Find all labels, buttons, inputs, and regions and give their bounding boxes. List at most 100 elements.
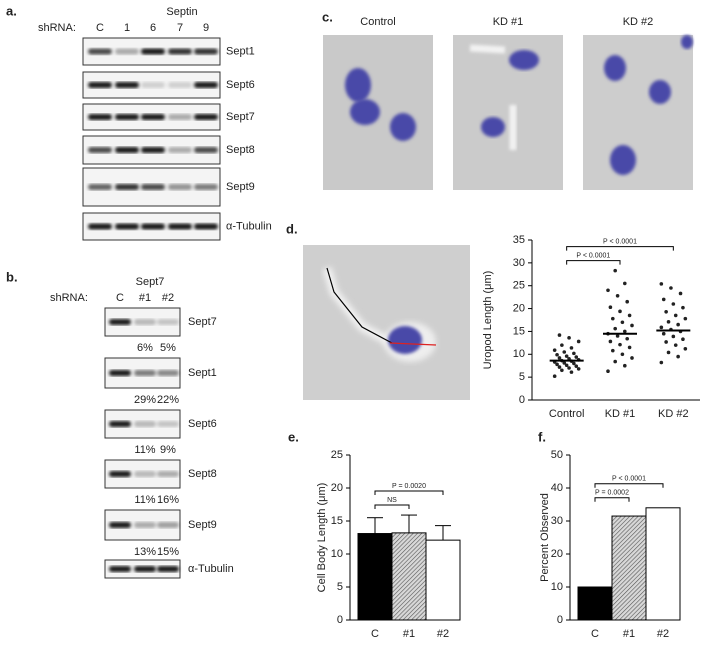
- point: [613, 326, 617, 331]
- band: [115, 114, 139, 120]
- point: [567, 336, 571, 340]
- band: [141, 114, 165, 120]
- x-tick-label: #1: [623, 628, 635, 640]
- y-axis-label: Cell Body Length (μm): [316, 483, 328, 593]
- x-tick-label: C: [371, 628, 379, 640]
- x-tick-label: KD #1: [605, 408, 636, 420]
- knockdown-label: 11%: [134, 494, 155, 506]
- point: [659, 360, 664, 365]
- band: [157, 471, 179, 477]
- point: [683, 316, 688, 321]
- point: [620, 320, 625, 325]
- band: [115, 184, 139, 190]
- panel-label: a.: [6, 3, 17, 18]
- band: [109, 421, 131, 427]
- y-tick-label: 10: [513, 348, 525, 360]
- band: [115, 223, 139, 230]
- point: [618, 342, 622, 347]
- band: [168, 223, 192, 230]
- micrograph: [453, 35, 563, 190]
- y-tick-label: 30: [513, 257, 525, 269]
- bracket: [374, 490, 444, 496]
- point: [611, 348, 615, 353]
- point: [673, 313, 678, 318]
- measure-line: [389, 342, 437, 346]
- band: [88, 147, 112, 153]
- blot-label: α-Tubulin: [188, 563, 234, 575]
- point: [562, 350, 567, 354]
- blot-label: α-Tubulin: [226, 220, 272, 232]
- bar: [577, 586, 613, 621]
- y-tick-label: 40: [551, 482, 563, 494]
- band: [115, 48, 139, 55]
- point: [552, 374, 557, 379]
- band: [141, 223, 165, 230]
- point: [572, 361, 576, 366]
- shrna-label: shRNA:: [50, 292, 88, 304]
- point: [625, 299, 629, 304]
- annotation: NS: [387, 497, 397, 504]
- point: [569, 346, 574, 350]
- band: [168, 48, 192, 55]
- measure-line: [326, 267, 393, 344]
- y-tick-label: 15: [331, 515, 343, 527]
- point: [620, 352, 625, 357]
- point: [613, 268, 617, 273]
- y-tick-label: 25: [513, 280, 525, 292]
- x-tick-label: #2: [657, 628, 669, 640]
- band: [141, 82, 165, 88]
- y-tick-label: 20: [513, 302, 525, 314]
- bar: [391, 532, 427, 621]
- annotation: P = 0.0002: [595, 490, 629, 497]
- blot-label: Sept8: [226, 144, 255, 156]
- bracket: [594, 497, 630, 502]
- band: [134, 421, 156, 427]
- band: [88, 114, 112, 120]
- band: [194, 223, 218, 230]
- bar: [357, 533, 393, 621]
- knockdown-label: 15%: [157, 546, 179, 558]
- cell: [509, 50, 539, 70]
- cell: [610, 145, 636, 175]
- cell: [390, 113, 416, 141]
- band: [134, 319, 156, 325]
- band: [194, 147, 218, 153]
- point: [572, 351, 576, 356]
- lane-label: 6: [150, 22, 156, 34]
- point: [671, 334, 676, 339]
- point: [574, 364, 579, 368]
- annotation: P = 0.0020: [392, 483, 426, 490]
- micrographs: [303, 35, 693, 400]
- cell: [481, 117, 505, 137]
- point: [681, 305, 685, 310]
- band: [115, 82, 139, 88]
- point: [613, 359, 617, 364]
- point: [623, 329, 627, 334]
- lane-label: C: [96, 22, 104, 34]
- cell: [681, 35, 693, 49]
- band: [194, 114, 218, 120]
- y-tick-label: 10: [331, 548, 343, 560]
- y-tick-label: 0: [337, 614, 343, 626]
- band: [109, 319, 131, 325]
- knockdown-label: 13%: [134, 546, 156, 558]
- point: [576, 339, 581, 344]
- point: [569, 370, 574, 374]
- y-tick-label: 15: [513, 325, 525, 337]
- point: [627, 345, 632, 350]
- point: [683, 347, 688, 351]
- band: [168, 147, 192, 153]
- point: [666, 350, 671, 355]
- band: [157, 370, 179, 376]
- point: [606, 369, 610, 374]
- point: [676, 354, 680, 359]
- annotation: P < 0.0001: [612, 476, 646, 483]
- point: [676, 322, 680, 327]
- y-tick-label: 10: [551, 581, 563, 593]
- band: [194, 184, 218, 190]
- bracket: [566, 246, 674, 251]
- band: [157, 522, 179, 528]
- band: [109, 370, 131, 376]
- band: [157, 566, 179, 572]
